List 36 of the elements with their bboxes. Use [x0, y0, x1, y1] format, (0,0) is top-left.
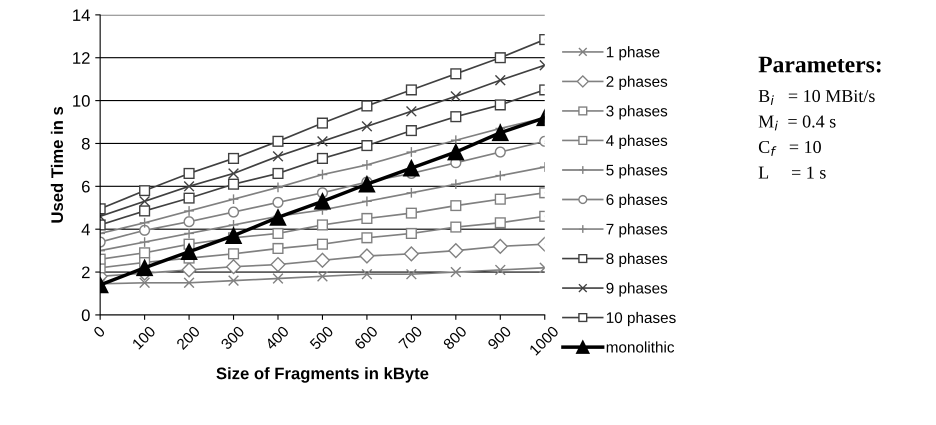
- legend-label: 3 phases: [606, 105, 668, 120]
- x-tick-label: 300: [220, 325, 246, 350]
- legend-label: 2 phases: [606, 76, 668, 90]
- x-tick-label: 900: [487, 325, 512, 350]
- legend-label: 6 phases: [606, 194, 668, 208]
- legend-label: 9 phases: [606, 282, 668, 297]
- legend-label: 1 phase: [606, 46, 660, 60]
- x-tick-label: 600: [354, 325, 378, 350]
- y-tick-label: 6: [82, 180, 90, 193]
- y-tick-label: 14: [73, 9, 90, 21]
- legend-label: 8 phases: [606, 252, 668, 268]
- x-tick-label: 200: [176, 325, 201, 350]
- y-tick-label: 8: [82, 138, 90, 150]
- text: C$_{f}$ = 10: [758, 140, 821, 156]
- y-tick-label: 2: [82, 266, 90, 278]
- y-tick-label: 4: [82, 224, 90, 236]
- x-tick-label: 100: [132, 325, 156, 350]
- legend-label: 10 phases: [606, 312, 676, 326]
- text: Parameters:: [758, 56, 881, 73]
- y-axis-title: Used Time in s: [50, 106, 64, 223]
- legend-label: 4 phases: [606, 134, 668, 149]
- x-tick-label: 500: [309, 325, 334, 350]
- legend-label: monolithic: [606, 341, 674, 353]
- x-axis-title: Size of Fragments in kByte: [216, 367, 428, 383]
- x-tick-label: 400: [264, 325, 290, 350]
- text: L = 1 s: [758, 166, 826, 179]
- x-tick-label: 700: [398, 325, 423, 350]
- y-tick-label: 0: [82, 309, 90, 322]
- text: M$_{i}$ = 0.4 s: [758, 115, 836, 130]
- x-tick-label: 0: [92, 325, 106, 338]
- legend-label: 7 phases: [606, 223, 668, 238]
- x-tick-label: 800: [442, 325, 468, 350]
- y-tick-label: 12: [73, 52, 90, 64]
- legend-label: 5 phases: [606, 164, 668, 179]
- text: B$_{i}$ = 10 MBit/s: [758, 90, 875, 105]
- y-tick-label: 10: [73, 95, 90, 107]
